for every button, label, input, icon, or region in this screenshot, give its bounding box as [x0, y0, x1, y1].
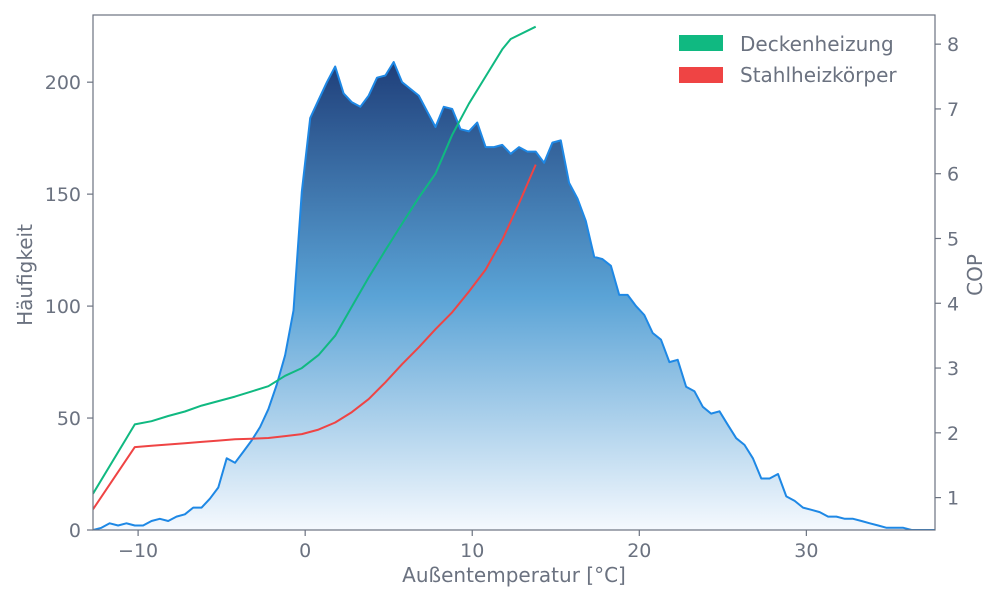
y2-tick-label: 4: [947, 293, 959, 315]
x-tick-label: 20: [627, 540, 651, 562]
x-axis-title: Außentemperatur [°C]: [402, 563, 626, 587]
y-tick-label: 50: [57, 408, 81, 430]
legend-swatch-deckenheizung: [679, 35, 723, 51]
y2-tick-label: 5: [947, 228, 959, 250]
y2-tick-label: 7: [947, 99, 959, 121]
y-axis-title: Häufigkeit: [13, 224, 37, 326]
x-tick-label: 0: [299, 540, 311, 562]
y-tick-label: 200: [45, 72, 81, 94]
legend-swatch-stahlheizkoerper: [679, 67, 723, 83]
y-tick-label: 100: [45, 296, 81, 318]
y2-tick-label: 6: [947, 164, 959, 186]
y2-axis-title: COP: [963, 254, 987, 296]
y-tick-label: 150: [45, 184, 81, 206]
histogram-area: [93, 62, 935, 530]
x-tick-label: 30: [794, 540, 818, 562]
y2-tick-label: 1: [947, 488, 959, 510]
series-line-0: [93, 25, 537, 495]
y2-tick-label: 3: [947, 358, 959, 380]
y2-tick-label: 2: [947, 423, 959, 445]
histogram-line: [93, 61, 935, 530]
legend-label-stahlheizkoerper: Stahlheizkörper: [740, 63, 897, 87]
x-tick-label: −10: [118, 540, 158, 562]
series-line-1: [93, 164, 537, 510]
legend-label-deckenheizung: Deckenheizung: [740, 32, 894, 56]
x-tick-label: 10: [460, 540, 484, 562]
plot-frame: [92, 14, 936, 531]
y2-tick-label: 8: [947, 34, 959, 56]
legend: Deckenheizung Stahlheizkörper: [679, 32, 897, 87]
y-tick-label: 0: [69, 520, 81, 542]
